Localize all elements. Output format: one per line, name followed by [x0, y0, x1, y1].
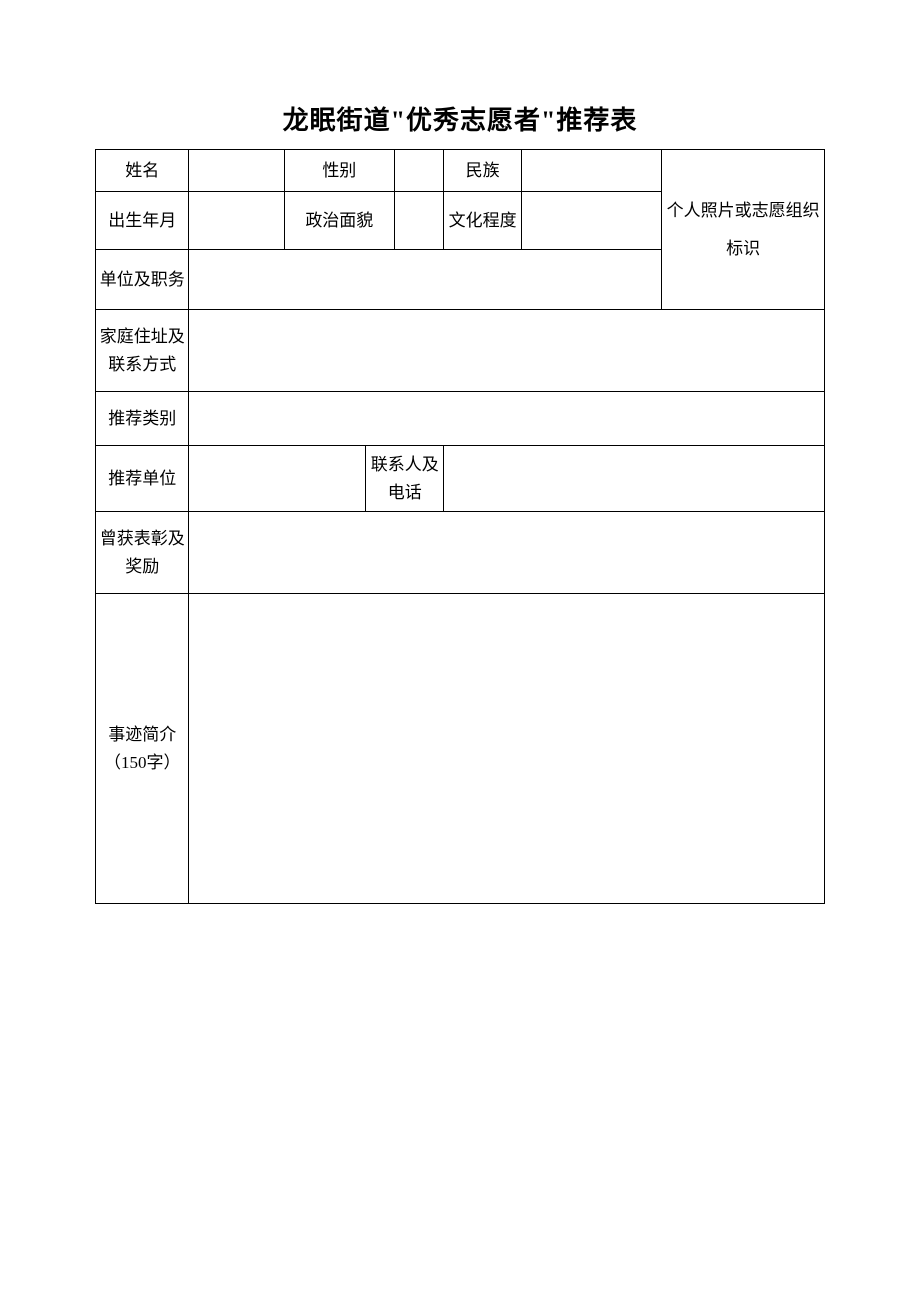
table-row: 事迹简介（150字）	[96, 594, 825, 904]
unit-position-label: 单位及职务	[96, 250, 189, 310]
awards-label: 曾获表彰及奖励	[96, 512, 189, 594]
contact-person-value	[444, 446, 825, 512]
education-label: 文化程度	[444, 192, 522, 250]
gender-value	[394, 150, 444, 192]
table-row: 家庭住址及联系方式	[96, 310, 825, 392]
address-contact-value	[189, 310, 825, 392]
ethnicity-label: 民族	[444, 150, 522, 192]
recommend-category-label: 推荐类别	[96, 392, 189, 446]
deeds-value	[189, 594, 825, 904]
recommend-unit-value	[189, 446, 366, 512]
table-row: 姓名 性别 民族 个人照片或志愿组织标识	[96, 150, 825, 192]
birth-value	[189, 192, 285, 250]
table-row: 曾获表彰及奖励	[96, 512, 825, 594]
name-label: 姓名	[96, 150, 189, 192]
contact-person-label: 联系人及电话	[366, 446, 444, 512]
name-value	[189, 150, 285, 192]
birth-label: 出生年月	[96, 192, 189, 250]
address-contact-label: 家庭住址及联系方式	[96, 310, 189, 392]
recommendation-form-table: 姓名 性别 民族 个人照片或志愿组织标识 出生年月 政治面貌 文化程度 单位及职…	[95, 149, 825, 904]
awards-value	[189, 512, 825, 594]
recommend-unit-label: 推荐单位	[96, 446, 189, 512]
photo-label: 个人照片或志愿组织标识	[662, 150, 825, 310]
recommend-category-value	[189, 392, 825, 446]
ethnicity-value	[522, 150, 662, 192]
education-value	[522, 192, 662, 250]
page-title: 龙眠街道"优秀志愿者"推荐表	[95, 100, 825, 137]
political-value	[394, 192, 444, 250]
table-row: 推荐类别	[96, 392, 825, 446]
deeds-label: 事迹简介（150字）	[96, 594, 189, 904]
political-label: 政治面貌	[284, 192, 394, 250]
gender-label: 性别	[284, 150, 394, 192]
unit-position-value	[189, 250, 662, 310]
table-row: 推荐单位 联系人及电话	[96, 446, 825, 512]
